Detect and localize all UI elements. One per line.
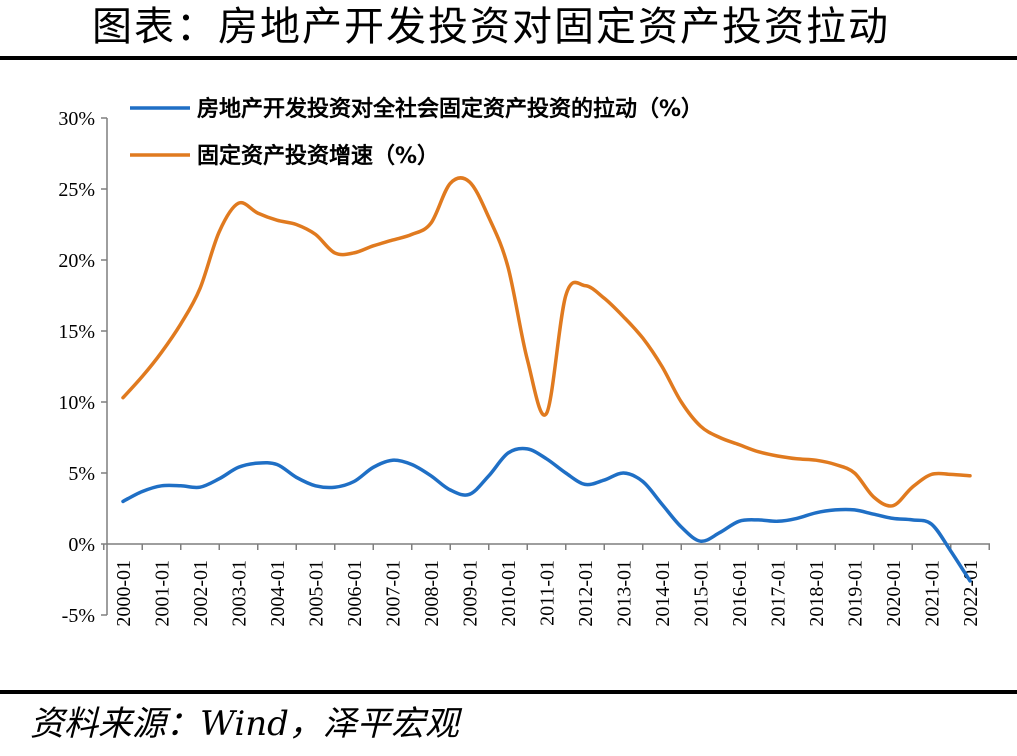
x-tick-label: 2020-01 [883, 560, 905, 627]
source-note: 资料来源：Wind，泽平宏观 [30, 704, 459, 744]
x-tick-label: 2009-01 [460, 560, 482, 627]
series-line-property-contribution [121, 446, 972, 583]
y-tick-label: 30% [58, 108, 95, 130]
x-tick-label: 2017-01 [768, 560, 790, 627]
x-tick-label: 2006-01 [344, 560, 366, 627]
x-tick-label: 2003-01 [229, 560, 251, 627]
y-tick-label: -5% [62, 605, 95, 627]
y-tick-label: 25% [58, 179, 95, 201]
x-tick-label: 2014-01 [652, 560, 674, 627]
legend-label: 固定资产投资增速（%） [197, 143, 439, 169]
x-tick-label: 2000-01 [113, 560, 135, 627]
top-rule [0, 56, 1017, 60]
y-tick-label: 0% [68, 534, 95, 556]
x-tick-label: 2004-01 [267, 560, 289, 627]
legend-label: 房地产开发投资对全社会固定资产投资的拉动（%） [197, 96, 703, 122]
x-tick-label: 2021-01 [922, 560, 944, 627]
x-tick-label: 2008-01 [421, 560, 443, 627]
x-tick-label: 2002-01 [190, 560, 212, 627]
x-tick-label: 2013-01 [614, 560, 636, 627]
x-tick-label: 2012-01 [575, 560, 597, 627]
legend: 房地产开发投资对全社会固定资产投资的拉动（%） 固定资产投资增速（%） [130, 96, 703, 169]
bottom-rule [0, 690, 1017, 694]
series-line-fai-growth [121, 176, 972, 508]
x-tick-label: 2019-01 [845, 560, 867, 627]
x-tick-label: 2010-01 [498, 560, 520, 627]
x-tick-label: 2016-01 [729, 560, 751, 627]
axes: 30% 25% 20% 15% 10% 5% 0% -5% 2000-01 2001-01 2002… [58, 108, 990, 627]
x-tick-label: 2005-01 [306, 560, 328, 627]
x-tick-label: 2018-01 [806, 560, 828, 627]
x-tick-label: 2007-01 [383, 560, 405, 627]
y-tick-label: 15% [58, 321, 95, 343]
y-tick-label: 5% [68, 463, 95, 485]
x-tick-label: 2015-01 [691, 560, 713, 627]
x-tick-label: 2011-01 [537, 560, 559, 626]
series-lines [121, 176, 972, 583]
y-tick-label: 20% [58, 250, 95, 272]
y-tick-label: 10% [58, 392, 95, 414]
chart-title: 图表：房地产开发投资对固定资产投资拉动 [92, 4, 890, 50]
x-tick-label: 2001-01 [152, 560, 174, 627]
